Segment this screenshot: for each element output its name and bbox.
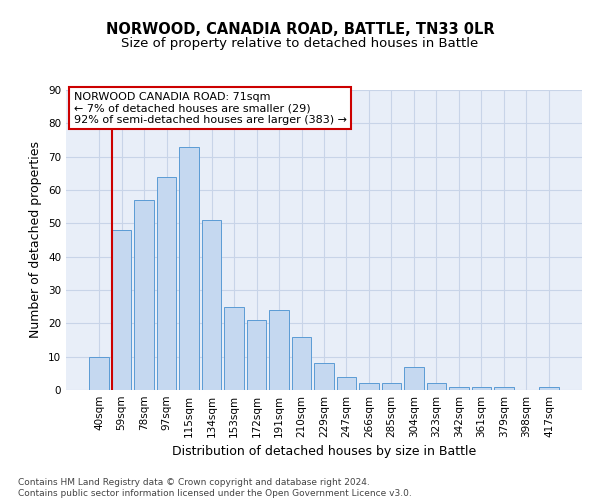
Bar	[269, 310, 289, 390]
Bar	[202, 220, 221, 390]
Bar	[179, 146, 199, 390]
Bar	[89, 356, 109, 390]
Text: Contains HM Land Registry data © Crown copyright and database right 2024.
Contai: Contains HM Land Registry data © Crown c…	[18, 478, 412, 498]
Bar	[404, 366, 424, 390]
Bar	[382, 384, 401, 390]
Bar	[314, 364, 334, 390]
Bar	[449, 386, 469, 390]
Bar	[359, 384, 379, 390]
Bar	[112, 230, 131, 390]
Bar	[337, 376, 356, 390]
Bar	[472, 386, 491, 390]
Bar	[134, 200, 154, 390]
Text: NORWOOD CANADIA ROAD: 71sqm
← 7% of detached houses are smaller (29)
92% of semi: NORWOOD CANADIA ROAD: 71sqm ← 7% of deta…	[74, 92, 347, 124]
Bar	[157, 176, 176, 390]
Bar	[494, 386, 514, 390]
Y-axis label: Number of detached properties: Number of detached properties	[29, 142, 43, 338]
Bar	[539, 386, 559, 390]
Bar	[247, 320, 266, 390]
Bar	[427, 384, 446, 390]
Bar	[224, 306, 244, 390]
Text: Size of property relative to detached houses in Battle: Size of property relative to detached ho…	[121, 38, 479, 51]
Text: NORWOOD, CANADIA ROAD, BATTLE, TN33 0LR: NORWOOD, CANADIA ROAD, BATTLE, TN33 0LR	[106, 22, 494, 38]
Bar	[292, 336, 311, 390]
X-axis label: Distribution of detached houses by size in Battle: Distribution of detached houses by size …	[172, 446, 476, 458]
